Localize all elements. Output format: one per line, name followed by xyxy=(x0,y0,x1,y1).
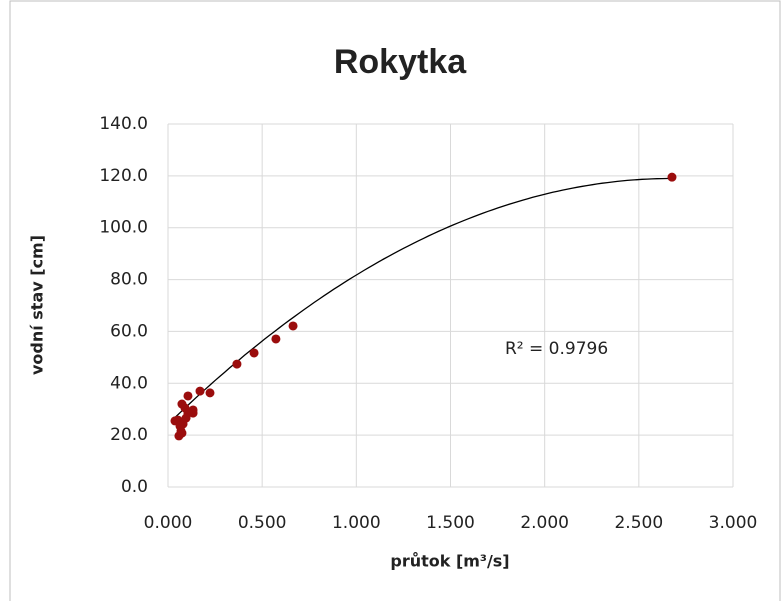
x-tick-label: 2.500 xyxy=(614,513,663,533)
point xyxy=(232,359,242,369)
point xyxy=(183,391,193,401)
point xyxy=(195,386,205,396)
y-tick-label: 100.0 xyxy=(99,218,148,238)
point xyxy=(288,321,298,331)
point xyxy=(205,388,215,398)
y-tick-label: 0.0 xyxy=(121,477,148,497)
x-tick-label: 2.000 xyxy=(520,513,569,533)
y-tick-label: 120.0 xyxy=(99,166,148,186)
y-tick-label: 140.0 xyxy=(99,114,148,134)
x-tick-label: 3.000 xyxy=(709,513,758,533)
point xyxy=(175,421,185,431)
trendline xyxy=(174,177,673,418)
x-tick-label: 1.000 xyxy=(332,513,381,533)
y-tick-label: 80.0 xyxy=(110,270,148,290)
x-tick-label: 0.500 xyxy=(238,513,287,533)
x-tick-label: 1.500 xyxy=(426,513,475,533)
y-axis-label: vodní stav [cm] xyxy=(28,235,47,375)
point xyxy=(181,413,191,423)
point xyxy=(249,348,259,358)
point xyxy=(177,399,187,409)
point xyxy=(667,172,677,182)
y-tick-label: 60.0 xyxy=(110,321,148,341)
y-tick-label: 40.0 xyxy=(110,373,148,393)
chart-frame xyxy=(9,0,781,601)
x-tick-label: 0.000 xyxy=(144,513,193,533)
chart-title: Rokytka xyxy=(334,43,467,81)
x-axis-label: průtok [m³/s] xyxy=(390,552,509,571)
point xyxy=(271,334,281,344)
y-tick-label: 20.0 xyxy=(110,425,148,445)
r-squared-label: R² = 0.9796 xyxy=(505,339,608,359)
point xyxy=(177,428,187,438)
